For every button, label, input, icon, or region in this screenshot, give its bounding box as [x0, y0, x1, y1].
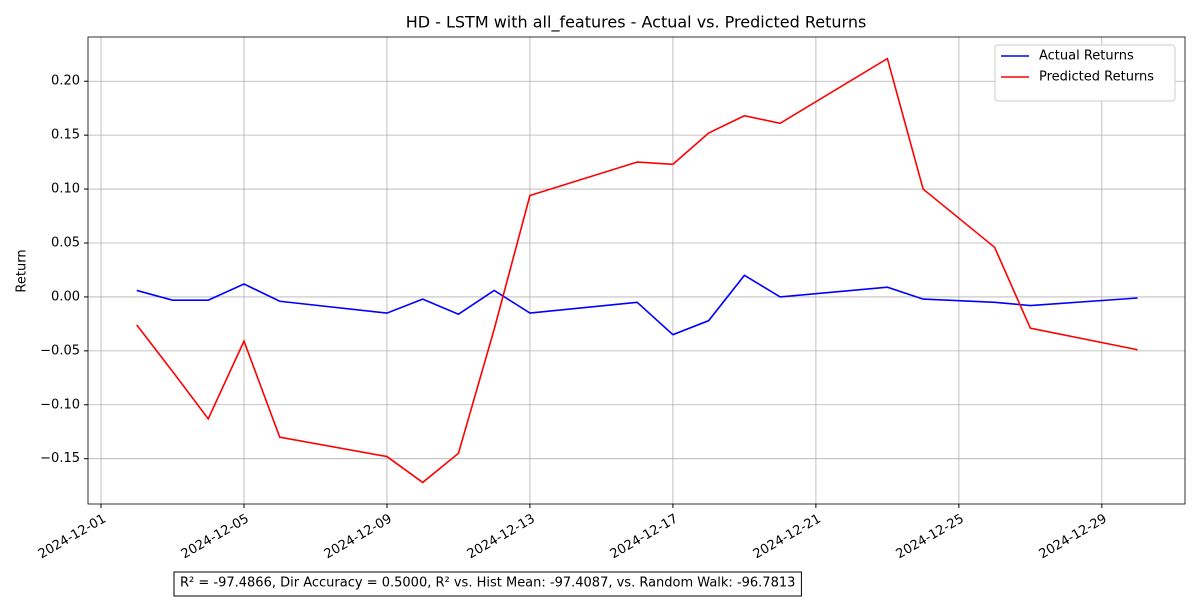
y-tick-label: 0.20 [51, 74, 80, 89]
y-tick-label: 0.00 [51, 289, 80, 304]
legend-box [994, 44, 1176, 102]
x-tick-label: 2024-12-13 [465, 512, 538, 563]
data-line [136, 274, 1138, 336]
annotation-box [173, 571, 802, 597]
legend-label: Actual Returns [1039, 49, 1134, 64]
legend-label: Predicted Returns [1039, 70, 1154, 85]
y-tick-label: 0.10 [51, 182, 80, 197]
y-tick-label: 0.05 [51, 235, 80, 250]
y-tick-label: −0.15 [40, 451, 80, 466]
y-tick-label: 0.15 [51, 128, 80, 143]
data-line [136, 57, 1138, 484]
x-tick-label: 2024-12-05 [179, 512, 252, 563]
x-tick-label: 2024-12-21 [751, 512, 824, 563]
x-tick-label: 2024-12-17 [608, 512, 681, 563]
x-tick-label: 2024-12-29 [1037, 512, 1110, 563]
chart-title: HD - LSTM with all_features - Actual vs.… [406, 13, 867, 33]
y-tick-label: −0.10 [40, 397, 80, 412]
x-tick-label: 2024-12-01 [36, 512, 109, 563]
y-tick-label: −0.05 [40, 343, 80, 358]
annotation: R² = -97.4866, Dir Accuracy = 0.5000, R²… [180, 576, 795, 591]
plot-frame [87, 36, 1186, 505]
y-axis-label: Return [15, 249, 30, 292]
x-tick-label: 2024-12-25 [894, 512, 967, 563]
x-tick-label: 2024-12-09 [322, 512, 395, 563]
